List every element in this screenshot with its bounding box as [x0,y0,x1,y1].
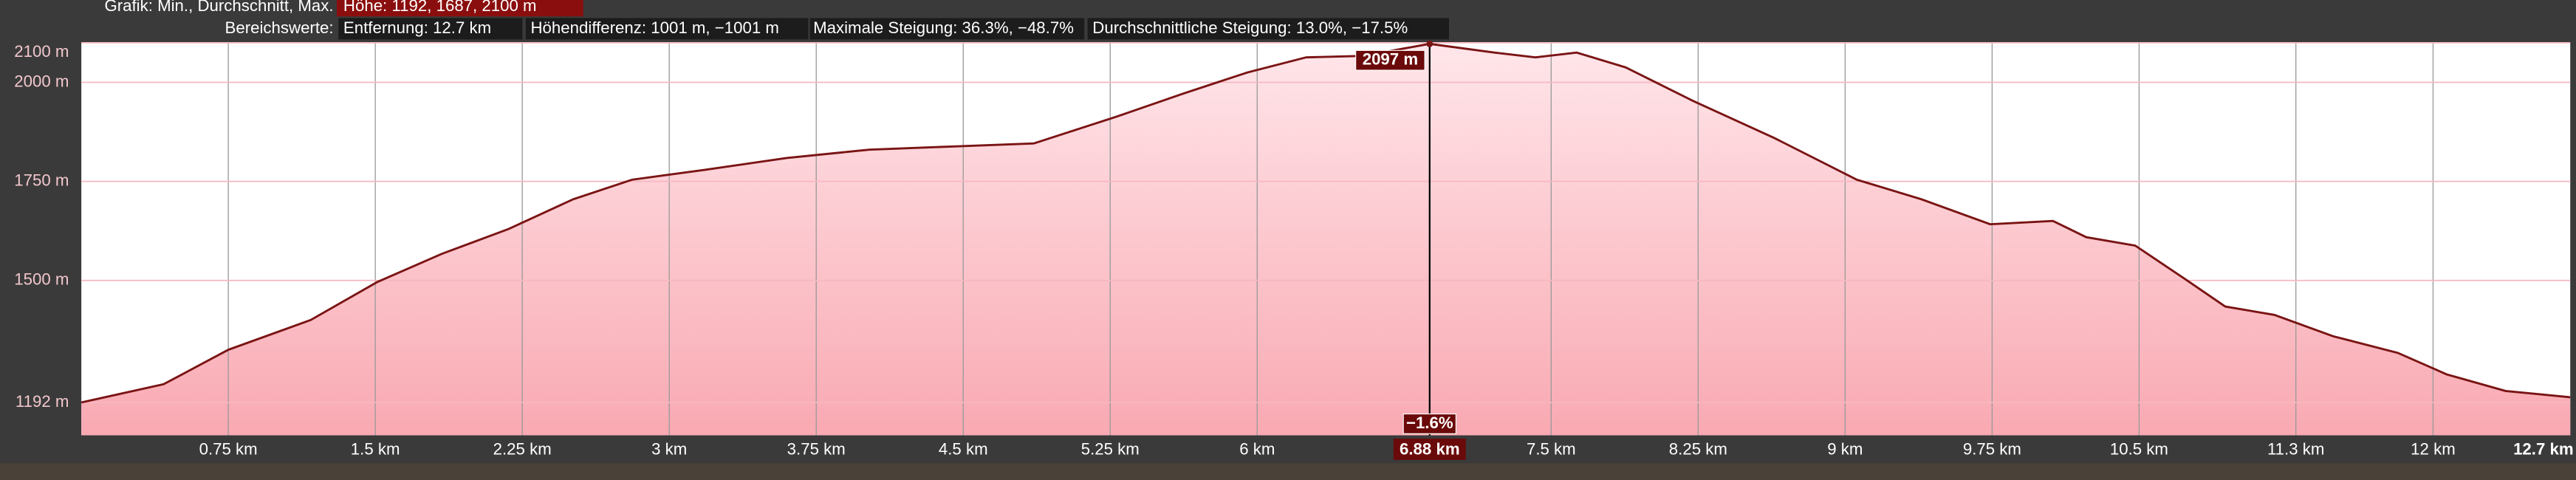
x-tick-label: 1.5 km [351,439,400,458]
stat-box [1087,18,1449,40]
y-tick-label: 1192 m [16,392,69,411]
x-tick-label: 7.5 km [1527,439,1576,458]
x-tick-label: 10.5 km [2110,439,2168,458]
distance: Entfernung: 12.7 km [343,18,491,37]
bottom-strip [0,463,2576,480]
elevation-line [80,42,2571,404]
x-tick-label: 6 km [1239,439,1275,458]
x-tick-label: 3 km [651,439,687,458]
x-tick-label: 9.75 km [1963,439,2021,458]
x-tick-label: 4.5 km [939,439,988,458]
area-fill [81,44,2571,436]
cursor-label-bg [1393,438,1466,460]
cursor-grade: −1.6% [1406,414,1453,432]
height-stats: Höhe: 1192, 1687, 2100 m [343,0,537,15]
cursor-label-bg [1355,49,1425,71]
x-tick-label: 0.75 km [199,439,258,458]
x-tick-label: 8.25 km [1669,439,1727,458]
stat-box [809,18,1085,40]
stat-box [338,18,523,40]
stat-box [337,0,583,17]
x-tick-label: 2.25 km [493,439,552,458]
cursor-elevation: 2097 m [1363,50,1418,69]
range-label: Bereichswerte: [225,18,334,37]
cursor-x: 6.88 km [1400,439,1460,458]
y-tick-label: 2100 m [14,42,69,61]
x-tick-label: 3.75 km [787,439,846,458]
x-tick-label: 12 km [2411,439,2456,458]
cursor-point [1426,40,1433,47]
y-tick-label: 1500 m [14,270,69,289]
x-tick-label: 12.7 km [2513,439,2574,458]
avg-grade: Durchschnittliche Steigung: 13.0%, −17.5… [1092,18,1408,37]
stat-box [525,18,809,40]
x-tick-label: 5.25 km [1081,439,1140,458]
x-tick-label: 11.3 km [2267,439,2324,458]
graph-label: Grafik: Min., Durchschnitt, Max. [104,0,333,15]
max-grade: Maximale Steigung: 36.3%, −48.7% [813,18,1074,37]
height-difference: Höhendifferenz: 1001 m, −1001 m [531,18,779,37]
y-tick-label: 1750 m [14,171,69,189]
cursor-label-bg [1402,414,1456,434]
x-tick-label: 9 km [1827,439,1863,458]
y-tick-label: 2000 m [14,72,69,90]
